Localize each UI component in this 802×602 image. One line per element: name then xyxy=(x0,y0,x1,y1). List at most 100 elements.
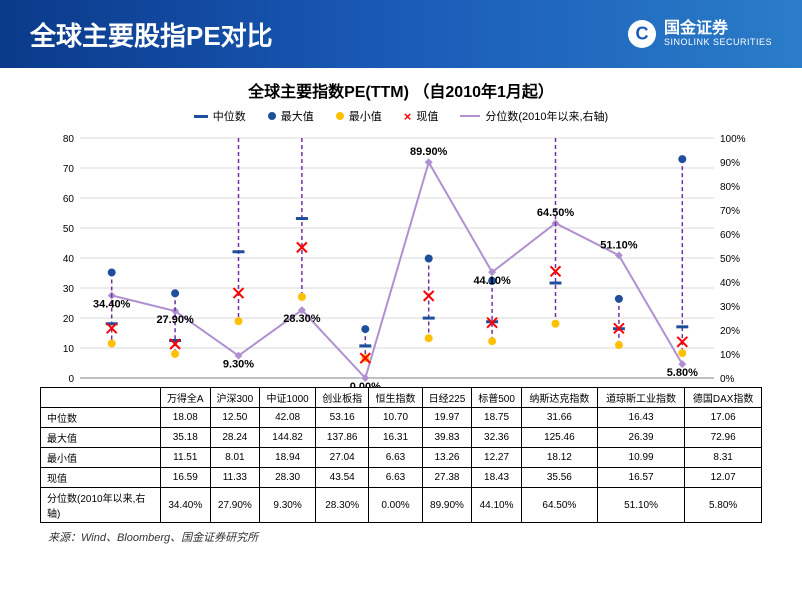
svg-text:28.30%: 28.30% xyxy=(283,313,321,325)
svg-text:30%: 30% xyxy=(720,302,740,313)
svg-text:100%: 100% xyxy=(720,134,746,145)
table-col-header: 中证1000 xyxy=(260,388,316,408)
table-row: 最小值11.518.0118.9427.046.6313.2612.2718.1… xyxy=(41,448,762,468)
chart-title: 全球主要指数PE(TTM) （自2010年1月起） xyxy=(40,78,762,102)
svg-text:20: 20 xyxy=(63,314,75,325)
legend-current: × 现值 xyxy=(404,108,439,124)
legend-label: 分位数(2010年以来,右轴) xyxy=(485,108,608,124)
table-row-label: 现值 xyxy=(41,468,161,488)
data-table: 万得全A沪深300中证1000创业板指恒生指数日经225标普500纳斯达克指数道… xyxy=(40,387,762,523)
table-cell: 11.51 xyxy=(161,448,211,468)
table-cell: 32.36 xyxy=(472,428,522,448)
svg-text:0: 0 xyxy=(68,374,74,385)
dot-icon xyxy=(336,112,344,120)
table-cell: 137.86 xyxy=(316,428,369,448)
table-cell: 53.16 xyxy=(316,408,369,428)
svg-text:60: 60 xyxy=(63,194,75,205)
svg-text:80%: 80% xyxy=(720,182,740,193)
table-col-header: 日经225 xyxy=(422,388,472,408)
svg-text:60%: 60% xyxy=(720,230,740,241)
svg-text:70: 70 xyxy=(63,164,75,175)
table-row: 最大值35.1828.24144.82137.8616.3139.8332.36… xyxy=(41,428,762,448)
table-cell: 6.63 xyxy=(369,448,422,468)
table-cell: 72.96 xyxy=(685,428,762,448)
table-cell: 12.07 xyxy=(685,468,762,488)
table-row: 中位数18.0812.5042.0853.1610.7019.9718.7531… xyxy=(41,408,762,428)
table-cell: 35.56 xyxy=(521,468,597,488)
table-cell: 18.12 xyxy=(521,448,597,468)
svg-text:90%: 90% xyxy=(720,158,740,169)
dot-icon xyxy=(268,112,276,120)
svg-text:40%: 40% xyxy=(720,278,740,289)
table-cell: 26.39 xyxy=(597,428,684,448)
legend-max: 最大值 xyxy=(268,108,314,124)
table-cell: 0.00% xyxy=(369,488,422,523)
x-icon: × xyxy=(404,109,412,124)
svg-text:0.00%: 0.00% xyxy=(350,381,381,388)
table-corner xyxy=(41,388,161,408)
table-cell: 8.01 xyxy=(210,448,260,468)
table-col-header: 道琼斯工业指数 xyxy=(597,388,684,408)
logo-en: SINOLINK SECURITIES xyxy=(664,38,772,48)
table-cell: 51.10% xyxy=(597,488,684,523)
svg-text:34.40%: 34.40% xyxy=(93,298,131,310)
legend-min: 最小值 xyxy=(336,108,382,124)
table-cell: 31.66 xyxy=(521,408,597,428)
table-cell: 18.94 xyxy=(260,448,316,468)
table-cell: 10.70 xyxy=(369,408,422,428)
svg-text:50: 50 xyxy=(63,224,75,235)
svg-text:10: 10 xyxy=(63,344,75,355)
table-row: 现值16.5911.3328.3043.546.6327.3818.4335.5… xyxy=(41,468,762,488)
table-cell: 28.30% xyxy=(316,488,369,523)
svg-text:40: 40 xyxy=(63,254,75,265)
legend-label: 最大值 xyxy=(281,108,314,124)
logo-cn: 国金证券 xyxy=(664,20,772,38)
svg-text:70%: 70% xyxy=(720,206,740,217)
svg-text:51.10%: 51.10% xyxy=(600,239,638,251)
table-cell: 9.30% xyxy=(260,488,316,523)
table-col-header: 德国DAX指数 xyxy=(685,388,762,408)
table-cell: 35.18 xyxy=(161,428,211,448)
table-cell: 16.57 xyxy=(597,468,684,488)
table-row-label: 中位数 xyxy=(41,408,161,428)
svg-text:50%: 50% xyxy=(720,254,740,265)
table-cell: 27.38 xyxy=(422,468,472,488)
page-title: 全球主要股指PE对比 xyxy=(30,16,273,53)
legend-percentile: 分位数(2010年以来,右轴) xyxy=(460,108,608,124)
table-row-label: 分位数(2010年以来,右轴) xyxy=(41,488,161,523)
svg-text:64.50%: 64.50% xyxy=(537,207,575,219)
table-col-header: 创业板指 xyxy=(316,388,369,408)
svg-text:89.90%: 89.90% xyxy=(410,146,448,158)
table-row-label: 最大值 xyxy=(41,428,161,448)
chart-plot: 010203040506070800%10%20%30%40%50%60%70%… xyxy=(40,128,760,388)
svg-text:44.10%: 44.10% xyxy=(473,275,511,287)
logo-icon xyxy=(628,20,656,48)
table-cell: 12.50 xyxy=(210,408,260,428)
table-cell: 16.43 xyxy=(597,408,684,428)
table-cell: 17.06 xyxy=(685,408,762,428)
source-note: 来源：Wind、Bloomberg、国金证券研究所 xyxy=(48,529,762,545)
header-bar: 全球主要股指PE对比 国金证券 SINOLINK SECURITIES xyxy=(0,0,802,68)
table-cell: 44.10% xyxy=(472,488,522,523)
table-cell: 18.75 xyxy=(472,408,522,428)
logo-text: 国金证券 SINOLINK SECURITIES xyxy=(664,20,772,47)
svg-text:27.90%: 27.90% xyxy=(156,314,194,326)
table-cell: 28.24 xyxy=(210,428,260,448)
table-cell: 34.40% xyxy=(161,488,211,523)
table-cell: 28.30 xyxy=(260,468,316,488)
table-cell: 8.31 xyxy=(685,448,762,468)
table-cell: 125.46 xyxy=(521,428,597,448)
table-cell: 12.27 xyxy=(472,448,522,468)
table-cell: 43.54 xyxy=(316,468,369,488)
svg-text:9.30%: 9.30% xyxy=(223,359,254,371)
table-cell: 64.50% xyxy=(521,488,597,523)
table-col-header: 恒生指数 xyxy=(369,388,422,408)
table-cell: 19.97 xyxy=(422,408,472,428)
table-cell: 11.33 xyxy=(210,468,260,488)
chart-legend: 中位数 最大值 最小值 × 现值 分位数(2010年以来,右轴) xyxy=(40,108,762,124)
table-col-header: 沪深300 xyxy=(210,388,260,408)
legend-median: 中位数 xyxy=(194,108,246,124)
table-cell: 27.04 xyxy=(316,448,369,468)
table-col-header: 标普500 xyxy=(472,388,522,408)
table-col-header: 万得全A xyxy=(161,388,211,408)
